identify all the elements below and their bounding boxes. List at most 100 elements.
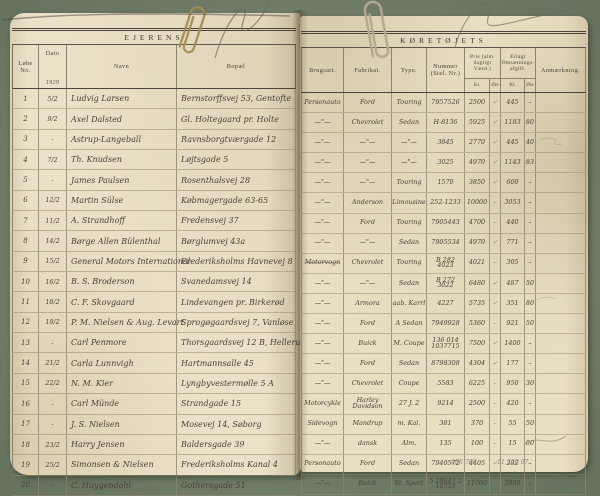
row-number: 15	[13, 373, 39, 394]
row-tax-ore: 80	[525, 293, 536, 314]
row-type: —"—	[392, 153, 427, 173]
row-owner-name: N. M. Kier	[67, 373, 177, 394]
row-tax-ore: –	[525, 394, 536, 414]
vehicle-table: KØRETØJETS Brugsart. Fabrikat. Type. Num…	[301, 31, 586, 495]
row-make: Chevrolet	[344, 113, 392, 133]
ledger-row-right: Personauto Ford Sedan 7940572 4405 ✓ 282…	[301, 454, 586, 475]
row-type: —"—	[392, 133, 427, 153]
row-owner-name: Carl Münde	[67, 394, 177, 414]
row-tax-ore: –	[525, 233, 536, 253]
ledger-row-right: Motorvogn Chevrolet Touring B 282 4023 4…	[301, 253, 586, 274]
row-number: 16	[13, 394, 39, 414]
ledger-row-right: —"— Ford Touring 7905443 4700 – 440 –	[301, 213, 586, 234]
row-number: 18	[13, 434, 39, 455]
ledger-row-left: 1 5/2 Ludvig Larsen Bernstorffsvej 53, G…	[12, 89, 296, 110]
row-remark	[536, 314, 586, 334]
ledger-row-left: 7 11/2 A. Strandhoff Fredensvej 37	[12, 211, 296, 232]
row-price-ore: ✓	[490, 113, 501, 133]
row-owner-name: P. M. Nielsen & Aug. Levart	[67, 312, 184, 333]
row-make: dansk	[344, 434, 392, 454]
row-date: 22/2	[39, 373, 67, 394]
row-number: 6	[13, 190, 39, 211]
row-price-kr: 4405	[465, 454, 490, 474]
row-make: —"—	[344, 273, 392, 293]
row-date: 9/2	[39, 109, 67, 129]
row-tax-ore: –	[525, 93, 536, 113]
column-header-type: Type.	[392, 48, 427, 92]
row-owner-address: Frederiksholms Havnevej 8	[181, 256, 293, 266]
row-price-ore: –	[490, 374, 501, 394]
row-chassis-number: 8798308	[427, 354, 465, 374]
row-tax-ore: 80	[525, 113, 536, 133]
row-date: 5/2	[39, 89, 67, 109]
row-price-kr: 2770	[465, 133, 490, 153]
row-make: Chevrolet	[344, 374, 392, 394]
row-price-kr: 4970	[465, 153, 490, 173]
row-date: -	[39, 333, 67, 353]
row-tax-kr: 2950	[501, 474, 525, 494]
pencil-total-afgift: 11 350 07	[497, 459, 529, 466]
row-type: Sedan	[392, 233, 427, 253]
row-use: —"—	[302, 273, 344, 293]
row-price-kr: 2500	[465, 394, 490, 414]
row-use: —"—	[302, 293, 344, 314]
row-chassis-number: 7905534	[427, 233, 465, 253]
row-remark	[536, 394, 586, 414]
row-make: —"—	[344, 133, 392, 153]
row-chassis-number: B 282 4023	[427, 253, 465, 273]
row-remark	[536, 93, 586, 113]
row-number: 8	[13, 231, 39, 251]
row-price-kr: 100	[465, 434, 490, 454]
row-price-kr: 4304	[465, 354, 490, 374]
row-use: —"—	[302, 314, 344, 334]
row-tax-kr: 177	[501, 354, 525, 374]
row-number: 17	[13, 414, 39, 434]
row-tax-kr: 445	[501, 133, 525, 153]
row-owner-address: Strandgade 15	[181, 399, 242, 409]
ledger-row-right: —"— Anderson Limousine 252-1233 10000 – …	[301, 193, 586, 214]
row-chassis-number: 7957526	[427, 93, 465, 113]
row-tax-ore: –	[525, 454, 536, 474]
row-remark	[536, 293, 586, 314]
ledger-row-right: —"— —"— Sedan B 272 3022 6480 ✓ 487 50	[301, 273, 586, 294]
owner-table: EJERENS Løbe No. Dato 1929 Navn Bopæl 1 …	[12, 28, 306, 496]
row-chassis-number: 3845	[427, 133, 465, 153]
left-page-title: EJERENS	[12, 28, 296, 45]
row-date: 11/2	[39, 211, 67, 231]
ledger-row-left: 11 18/2 C. F. Skovgaard Lindevangen pr. …	[12, 292, 296, 313]
row-make: Chevrolet	[344, 253, 392, 273]
ledger-row-right: —"— Chevrolet Coupe 5583 6225 – 950 30	[301, 374, 586, 395]
row-make: Ford	[344, 93, 392, 113]
row-remark	[536, 454, 586, 474]
row-owner-name: Martin Sülse	[67, 190, 177, 211]
row-tax-ore: –	[525, 253, 536, 273]
row-price-ore: ✓	[490, 233, 501, 253]
row-number: 5	[13, 170, 39, 190]
ledger-page-right: KØRETØJETS Brugsart. Fabrikat. Type. Num…	[300, 16, 588, 495]
left-table-header: Løbe No. Dato 1929 Navn Bopæl	[12, 45, 296, 89]
row-price-kr: 5925	[465, 113, 490, 133]
row-number: 3	[13, 129, 39, 150]
row-number: 10	[13, 272, 39, 292]
row-tax-ore: 83	[525, 153, 536, 173]
row-chassis-number: 7949928	[427, 314, 465, 334]
ledger-row-left: 15 22/2 N. M. Kier Lyngbyvestermølle 5 A	[12, 373, 296, 395]
row-owner-name: B. S. Broderson	[67, 272, 177, 292]
ledger-row-left: 6 12/2 Martin Sülse Købmagergade 63-65	[12, 190, 296, 212]
row-number: 11	[13, 292, 39, 312]
row-chassis-number: 381	[427, 414, 465, 434]
row-number: 14	[13, 353, 39, 373]
row-owner-address: Bernstorffsvej 53, Gentofte	[181, 94, 292, 104]
ledger-row-left: 16 - Carl Münde Strandgade 15	[12, 394, 296, 415]
ledger-row-left: 18 23/2 Harry Jensen Baldersgade 39	[12, 434, 296, 456]
row-price-kr: 6480	[465, 273, 490, 293]
row-tax-kr: 15	[501, 434, 525, 454]
row-make: Ford	[344, 454, 392, 474]
row-use: Sidevogn	[302, 414, 344, 434]
row-tax-kr: 3053	[501, 193, 525, 213]
row-date: 12/2	[39, 190, 67, 211]
row-tax-kr: 282	[501, 454, 525, 474]
row-make: Mandrup	[344, 414, 392, 434]
row-date: 19/2	[39, 312, 67, 333]
